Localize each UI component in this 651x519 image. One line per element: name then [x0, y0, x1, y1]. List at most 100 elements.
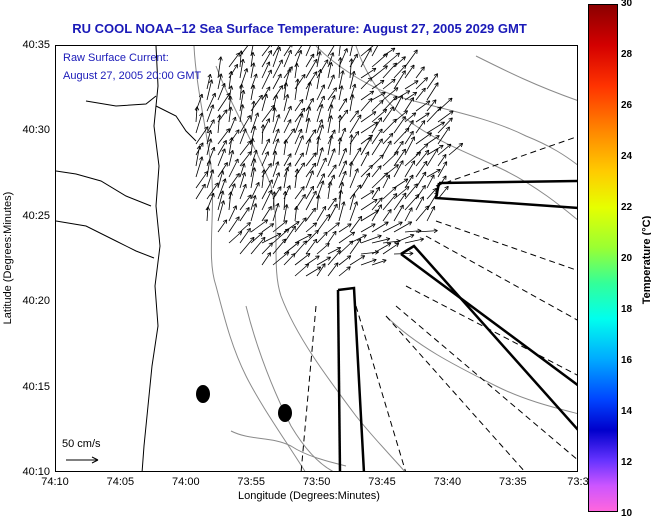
current-vector — [306, 208, 316, 221]
current-vector-head — [256, 204, 257, 208]
current-vector — [427, 83, 438, 100]
current-vector-head — [278, 162, 279, 166]
current-vector — [295, 218, 306, 232]
current-vector — [339, 115, 340, 133]
current-vector — [295, 264, 309, 276]
current-vector-head — [202, 157, 203, 161]
current-vector-head — [323, 181, 324, 185]
current-vector-head — [233, 150, 234, 154]
current-vector — [350, 115, 361, 133]
map-plot-area[interactable] — [55, 45, 578, 472]
colorbar-label: Temperature (°C) — [641, 180, 651, 340]
current-timestamp: August 27, 2005 20:00 GMT — [63, 70, 201, 82]
current-vector — [372, 100, 383, 111]
current-vector-head — [335, 149, 336, 153]
x-tick-label: 74:00 — [166, 476, 206, 488]
current-vector — [262, 125, 263, 145]
current-vector — [416, 113, 429, 122]
current-vector-head — [355, 84, 356, 88]
current-vector-head — [254, 63, 255, 67]
current-vector-head — [343, 182, 344, 186]
current-vector-head — [280, 47, 281, 51]
current-vector — [262, 50, 272, 67]
current-vector — [339, 224, 351, 232]
coastline — [56, 46, 196, 472]
current-vector — [416, 67, 424, 78]
current-vector-head — [354, 71, 355, 75]
current-vector-head — [202, 94, 203, 98]
current-vector-head — [420, 238, 424, 239]
current-vector — [306, 256, 319, 265]
current-vector-head — [242, 84, 244, 88]
current-vector-head — [322, 104, 323, 108]
current-vector-head — [254, 85, 255, 89]
current-vector — [416, 88, 425, 100]
current-vector-head — [309, 118, 310, 122]
current-vector — [196, 107, 197, 122]
current-vector-head — [270, 224, 274, 225]
current-vector — [218, 220, 227, 232]
current-vector — [229, 117, 236, 133]
current-vector — [394, 149, 406, 166]
current-vector — [361, 210, 379, 221]
current-vector — [350, 59, 352, 78]
current-vector — [229, 206, 236, 221]
current-vector-head — [346, 148, 347, 152]
current-vector — [394, 222, 412, 232]
current-vector — [383, 152, 398, 167]
current-vector — [218, 163, 228, 178]
current-vector — [317, 125, 323, 144]
current-vector-head — [211, 139, 212, 143]
current-vector — [339, 241, 353, 254]
current-vector — [394, 253, 413, 254]
current-vector-head — [231, 107, 232, 111]
current-vector — [372, 187, 380, 199]
current-vector-head — [331, 62, 332, 66]
current-vector — [372, 166, 381, 177]
current-vector-head — [297, 63, 298, 67]
current-vector — [229, 53, 240, 67]
current-vector — [196, 113, 202, 133]
current-vector — [317, 214, 330, 232]
current-vector-head — [288, 94, 289, 98]
current-vector-head — [221, 57, 222, 61]
current-vector-head — [275, 108, 276, 112]
colorbar-tick-label: 18 — [621, 304, 632, 315]
current-vector — [383, 79, 395, 89]
current-vector-head — [279, 173, 280, 177]
current-vector-head — [235, 184, 236, 188]
current-vector — [405, 50, 417, 67]
current-vector — [339, 267, 350, 276]
current-vector-head — [213, 105, 214, 109]
current-vector — [240, 46, 253, 56]
current-vector — [328, 263, 338, 276]
current-vector-head — [426, 101, 430, 102]
current-vector — [372, 243, 391, 254]
current-vector — [251, 168, 255, 188]
colorbar — [588, 4, 618, 512]
current-vector — [350, 202, 357, 221]
colorbar-tick-label: 16 — [621, 355, 632, 366]
current-vector — [218, 201, 224, 221]
current-vector-head — [380, 80, 384, 81]
current-vector-head — [224, 201, 225, 205]
colorbar-tick-label: 28 — [621, 49, 632, 60]
current-vector — [284, 50, 291, 67]
current-vector — [383, 48, 395, 56]
current-vector — [416, 185, 425, 199]
current-vector — [405, 65, 414, 78]
current-vector — [240, 141, 251, 155]
colorbar-tick-label: 20 — [621, 253, 632, 264]
current-vector — [196, 171, 208, 188]
current-vector — [328, 223, 340, 232]
current-vector-head — [322, 119, 323, 123]
current-vector-head — [345, 128, 346, 132]
current-vector-head — [244, 163, 245, 167]
current-vector-head — [353, 95, 354, 99]
colorbar-tick-label: 12 — [621, 457, 632, 468]
current-vector-head — [313, 171, 314, 175]
current-vector-head — [278, 203, 279, 207]
current-vector-head — [354, 194, 355, 198]
current-vector-head — [223, 171, 224, 175]
current-vector — [262, 243, 273, 254]
